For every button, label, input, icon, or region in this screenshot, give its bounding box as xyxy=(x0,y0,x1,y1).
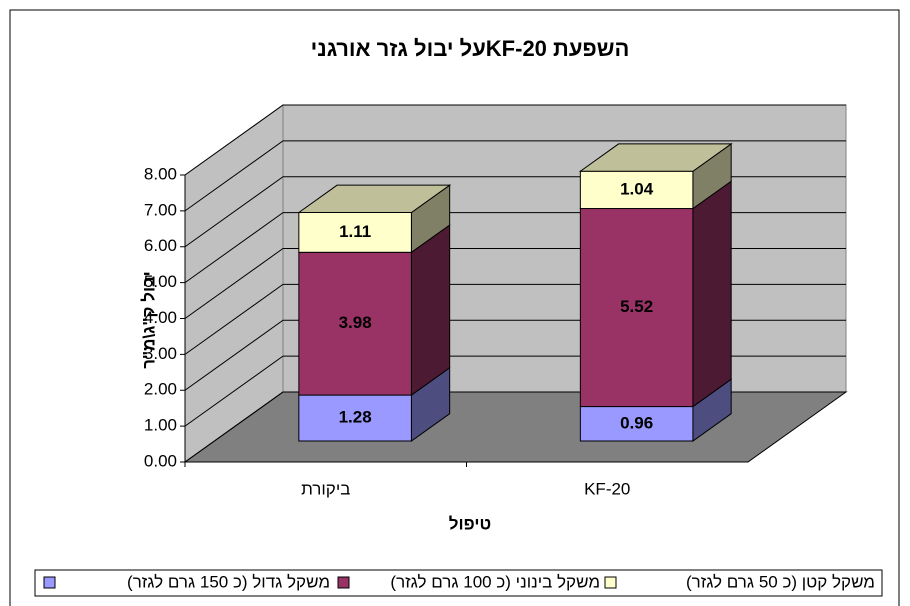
y-tick-label: 7.00 xyxy=(144,200,177,219)
data-label: 3.98 xyxy=(339,313,372,332)
y-tick-label: 1.00 xyxy=(144,416,177,435)
y-tick-label: 6.00 xyxy=(144,236,177,255)
y-axis-title: יבול ק"ג\מ"ר xyxy=(139,271,158,368)
bar-top xyxy=(297,184,452,213)
floor xyxy=(183,391,848,463)
legend-label: משקל בינוני (כ 100 גרם לגזר) xyxy=(390,572,600,591)
grid-line xyxy=(184,140,846,212)
legend-label: משקל גדול (כ 150 גרם לגזר) xyxy=(127,572,330,591)
data-label: 1.04 xyxy=(620,179,654,198)
grid-line xyxy=(184,104,846,176)
bar-front xyxy=(298,251,412,396)
legend-box xyxy=(34,569,883,597)
bar-side xyxy=(410,224,451,397)
chart-title: השפעת KF-20על יבול גזר אורגני xyxy=(311,36,630,61)
legend-swatch xyxy=(43,576,56,589)
legend-label: משקל קטן (כ 50 גרם לגזר) xyxy=(686,572,875,591)
legend-swatch xyxy=(337,576,350,589)
data-label: 0.96 xyxy=(620,413,653,432)
x-axis-title: טיפול xyxy=(449,514,491,533)
y-tick-label: 5.00 xyxy=(144,272,177,291)
y-tick-label: 0.00 xyxy=(144,451,177,470)
data-label: 1.28 xyxy=(339,408,372,427)
data-label: 5.52 xyxy=(620,297,653,316)
bar-front xyxy=(579,208,694,408)
data-label: 1.11 xyxy=(339,222,371,241)
y-tick-label: 2.00 xyxy=(144,380,177,399)
legend-swatch xyxy=(604,576,617,589)
bar-front xyxy=(579,406,694,442)
y-tick-label: 3.00 xyxy=(144,344,177,363)
y-tick-label: 4.00 xyxy=(144,308,177,327)
bar-top xyxy=(578,143,733,172)
x-tick-label: KF-20 xyxy=(584,479,630,498)
bar-side xyxy=(692,180,732,408)
y-tick-label: 8.00 xyxy=(144,164,177,183)
x-tick-label: ביקורת xyxy=(301,479,350,498)
